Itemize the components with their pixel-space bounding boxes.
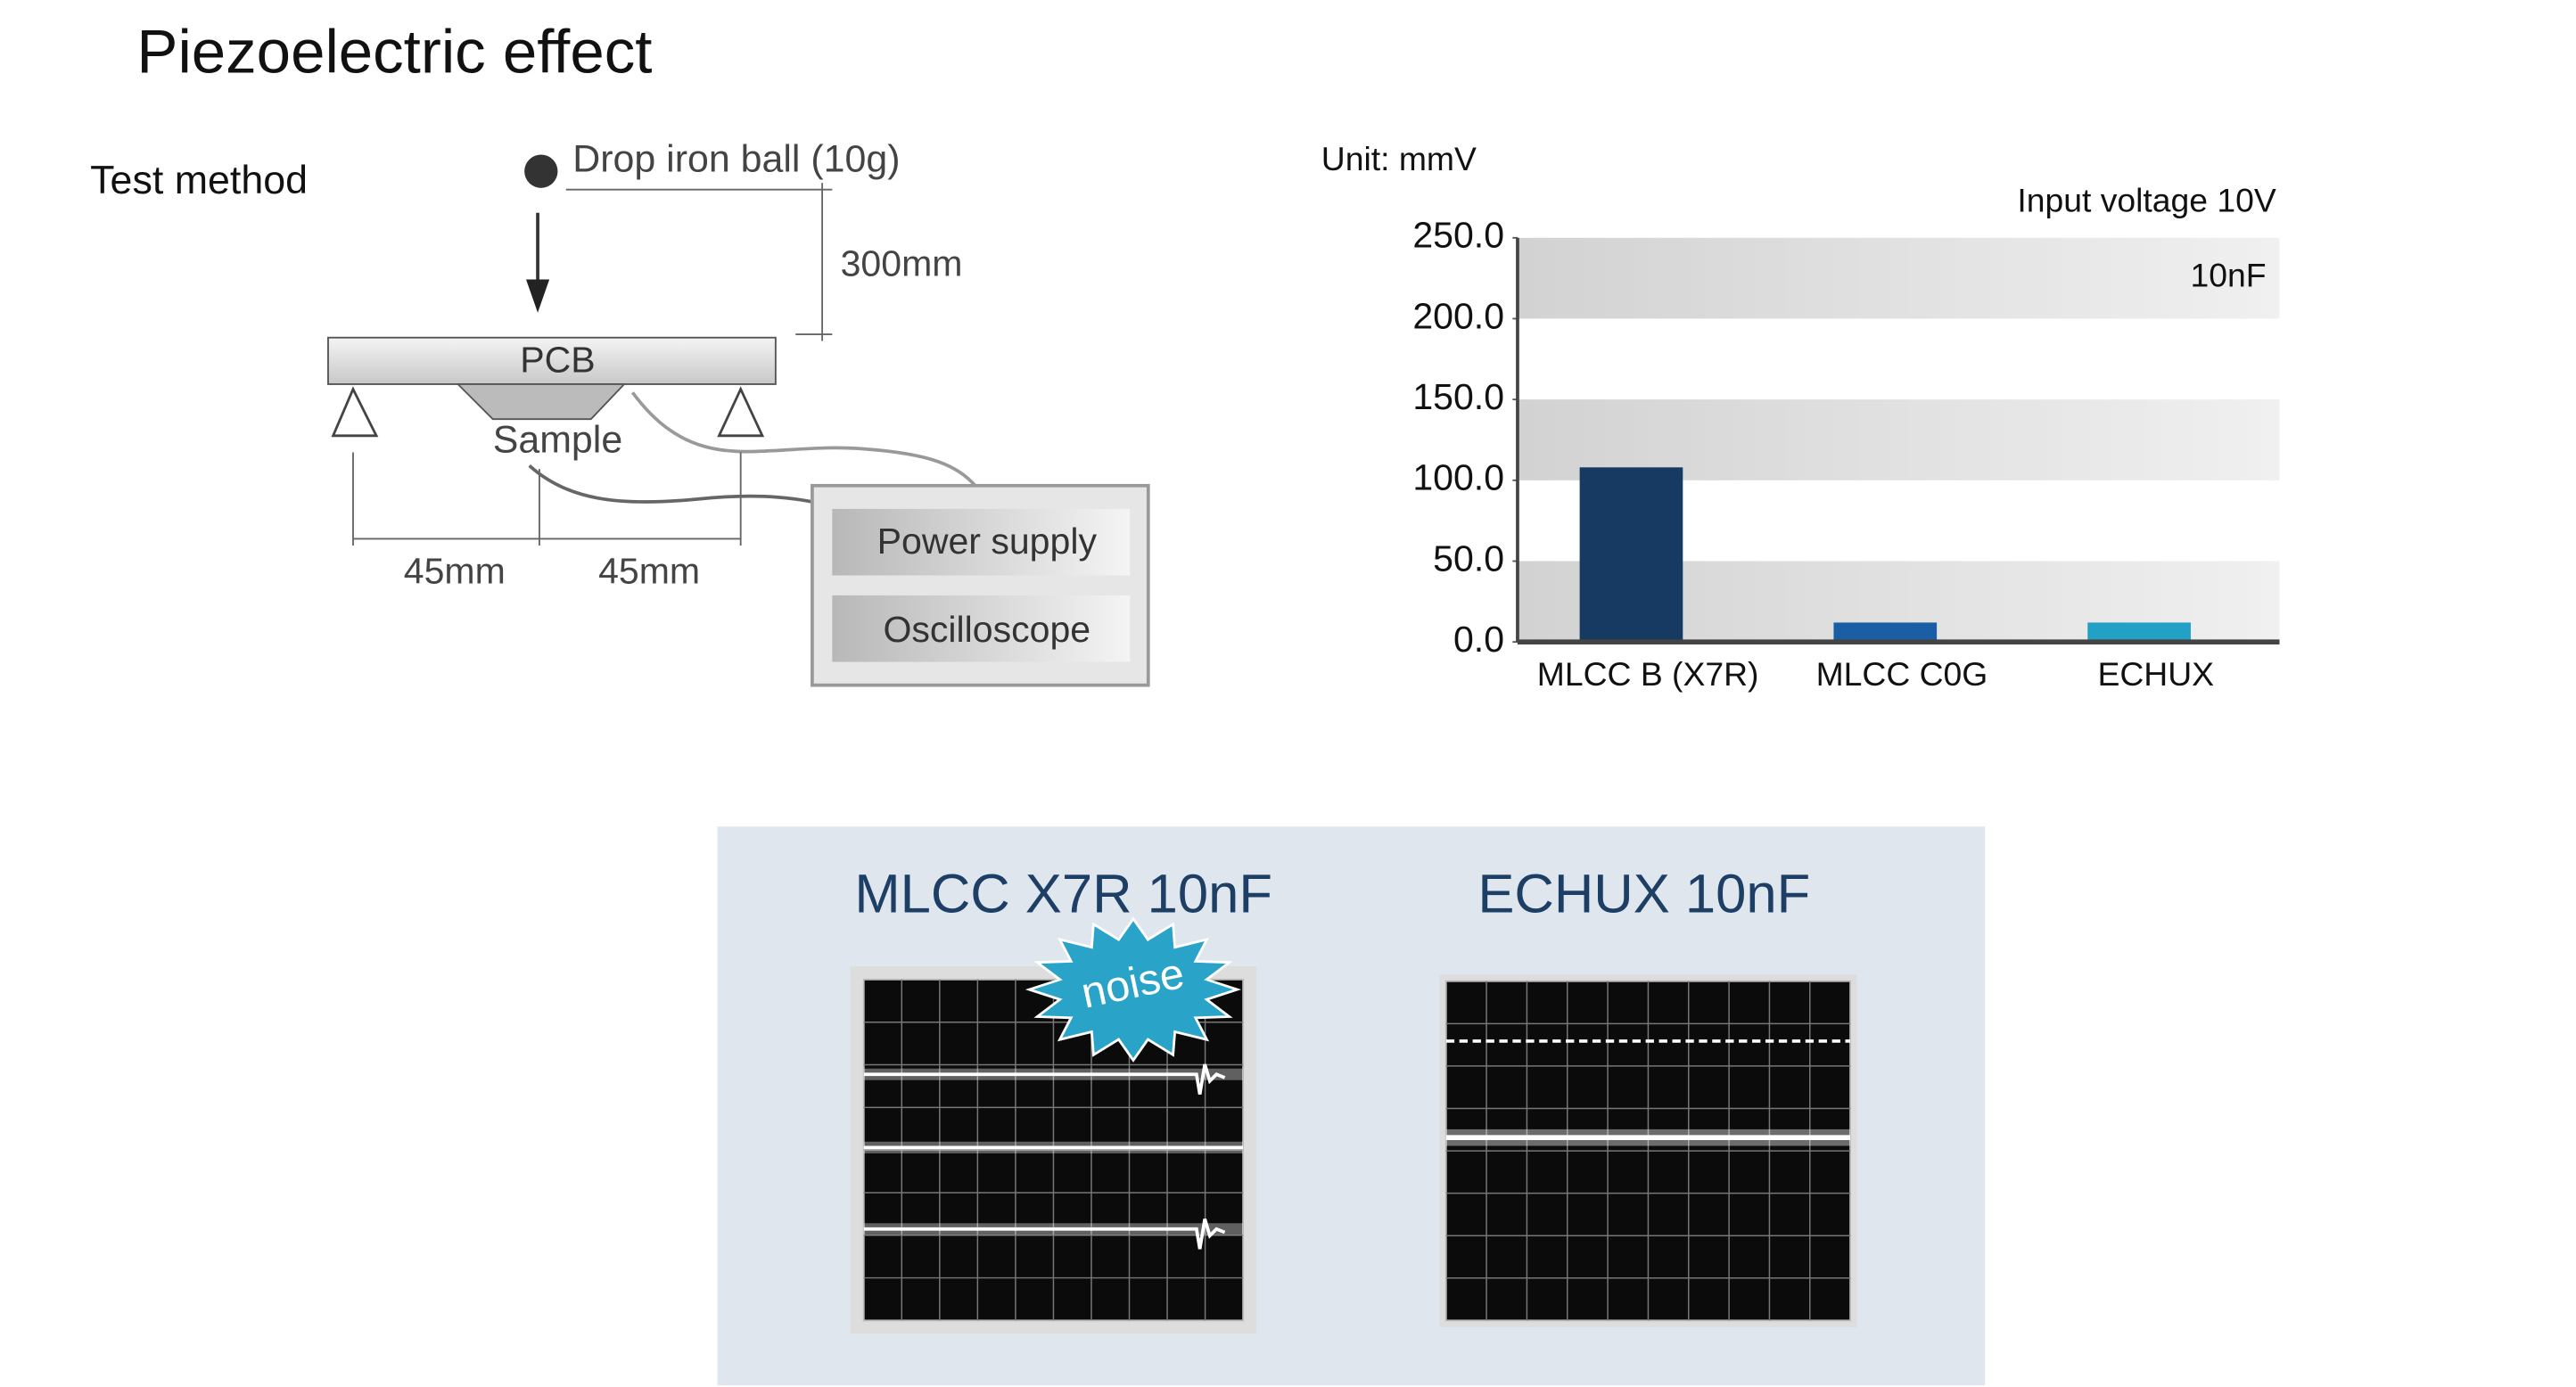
y-tick-label: 100.0 (1412, 457, 1504, 498)
scope-title-right: ECHUX 10nF (1477, 864, 1810, 925)
x-tick-label: MLCC B (X7R) (1537, 655, 1759, 693)
noise-burst (1025, 916, 1242, 1063)
x-tick-label: MLCC C0G (1816, 655, 1988, 693)
pcb-label: PCB (520, 340, 595, 381)
chart-subtitle: 10nF (2191, 256, 2267, 293)
span-left: 45mm (404, 551, 506, 592)
ball-label: Drop iron ball (10g) (572, 137, 900, 180)
scope-label: Oscilloscope (884, 609, 1091, 650)
bar-chart: 0.0 50.0 100.0 150.0 200.0 250.0 10nF MLCC B (X… (1412, 215, 2280, 693)
trace (863, 1063, 1226, 1095)
bar (1833, 622, 1938, 643)
height-label: 300mm (841, 242, 963, 283)
trace (863, 1219, 1226, 1250)
y-tick-label: 200.0 (1412, 295, 1504, 336)
sample-label: Sample (493, 419, 622, 462)
grid-band (1517, 237, 2280, 319)
unit-label: Unit: mmV (1321, 140, 1477, 177)
annotation: Input voltage 10V (2017, 181, 2276, 218)
bar (1579, 467, 1683, 643)
title: Piezoelectric effect (136, 18, 652, 86)
method-label: Test method (90, 158, 308, 202)
scope-images (850, 965, 1857, 1334)
test-diagram: Test method Drop iron ball (10g) 300mm P… (90, 137, 1150, 687)
y-tick-label: 0.0 (1453, 619, 1504, 660)
grid-band (1517, 399, 2280, 480)
span-right: 45mm (598, 551, 700, 592)
y-tick-label: 150.0 (1412, 376, 1504, 417)
power-label: Power supply (877, 521, 1098, 562)
bar (2087, 622, 2191, 643)
scope-title-left: MLCC X7R 10nF (854, 864, 1272, 925)
y-tick-label: 250.0 (1412, 215, 1504, 256)
y-tick-label: 50.0 (1433, 538, 1504, 579)
x-tick-label: ECHUX (2097, 655, 2214, 693)
